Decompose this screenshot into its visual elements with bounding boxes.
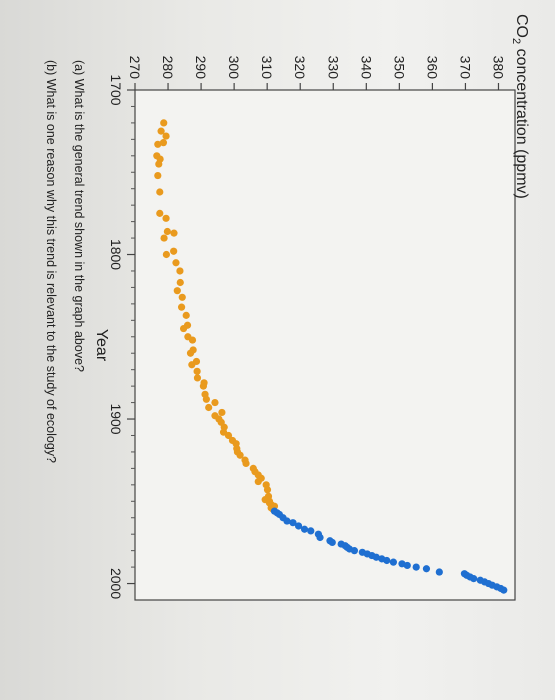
x-tick-label: 2000 <box>108 568 124 599</box>
y-tick-label: 280 <box>160 56 176 80</box>
ice-core-point <box>193 374 202 382</box>
measured-point <box>372 553 380 561</box>
y-tick-label: 380 <box>490 56 506 80</box>
ice-core-point <box>154 171 162 180</box>
measured-point <box>289 519 297 527</box>
ice-core-point <box>263 486 272 494</box>
ice-core-point <box>160 119 168 127</box>
measured-point <box>422 565 431 573</box>
measured-point <box>470 575 478 583</box>
y-tick-label: 350 <box>391 56 407 80</box>
ice-core-point <box>199 382 207 390</box>
ice-core-point <box>170 229 178 237</box>
measured-point <box>328 538 336 547</box>
ice-core-point <box>162 250 170 259</box>
measured-point <box>435 568 443 576</box>
y-axis-label: CO2 concentration (ppmv) <box>510 14 530 199</box>
ice-core-point <box>176 267 184 275</box>
measured-point <box>383 556 391 565</box>
data-points <box>153 119 508 594</box>
y-axis: 270 280 290 300 310 320 330 340 350 360 370 380 <box>127 56 506 90</box>
ice-core-point <box>155 160 163 168</box>
ice-core-point <box>157 127 165 135</box>
measured-point <box>412 563 420 571</box>
plot-area <box>134 89 516 601</box>
ice-core-point <box>176 278 184 287</box>
ice-core-point <box>188 361 196 369</box>
ice-core-point <box>254 477 262 486</box>
ice-core-point <box>218 408 226 417</box>
ice-core-point <box>179 324 188 333</box>
question-b: (b) What is one reason why this trend is… <box>44 60 58 463</box>
ice-core-point <box>160 234 168 242</box>
y-tick-label: 340 <box>358 56 374 80</box>
y-tick-label: 310 <box>259 56 275 80</box>
measured-point <box>294 522 303 530</box>
ice-core-point <box>177 303 186 311</box>
ice-core-point <box>162 132 170 140</box>
y-tick-label: 270 <box>127 56 143 80</box>
measured-point <box>283 517 291 525</box>
ice-core-point <box>159 139 168 147</box>
ice-core-point <box>182 311 190 319</box>
y-tick-label: 370 <box>457 56 473 80</box>
y-tick-label: 320 <box>292 56 308 80</box>
x-tick-label: 1700 <box>108 74 124 105</box>
ice-core-point <box>156 188 164 196</box>
ice-core-point <box>162 214 170 222</box>
measured-point <box>389 558 397 566</box>
y-tick-label: 360 <box>424 56 440 80</box>
ice-core-point <box>236 451 244 459</box>
ice-core-point <box>156 209 164 217</box>
ice-core-point <box>163 227 171 236</box>
ice-core-point <box>193 367 201 375</box>
measured-point <box>403 561 411 570</box>
ice-core-point <box>178 293 186 301</box>
ice-core-point <box>154 140 162 148</box>
question-a: (a) What is the general trend shown in t… <box>72 60 86 372</box>
ice-core-point <box>172 259 180 267</box>
x-axis-label: Year <box>93 329 110 362</box>
ice-core-point <box>242 459 250 468</box>
measured-point <box>300 525 309 533</box>
y-tick-label: 300 <box>226 56 242 80</box>
ice-core-point <box>202 395 210 403</box>
ice-core-point <box>188 336 197 344</box>
measured-point <box>307 527 315 535</box>
measured-point <box>350 547 359 555</box>
x-tick-label: 1900 <box>108 403 124 434</box>
ice-core-point <box>186 349 195 357</box>
x-tick-label: 1800 <box>108 239 124 270</box>
ice-core-point <box>173 287 181 295</box>
x-axis: 1700 1800 1900 2000 <box>108 74 135 599</box>
ice-core-point <box>170 247 178 255</box>
ice-core-point <box>224 431 233 440</box>
measured-point <box>316 533 324 542</box>
ice-core-point <box>205 403 213 412</box>
measured-point <box>500 586 508 594</box>
ice-core-point <box>211 398 219 407</box>
y-tick-label: 290 <box>193 56 209 80</box>
y-tick-label: 330 <box>325 56 341 80</box>
